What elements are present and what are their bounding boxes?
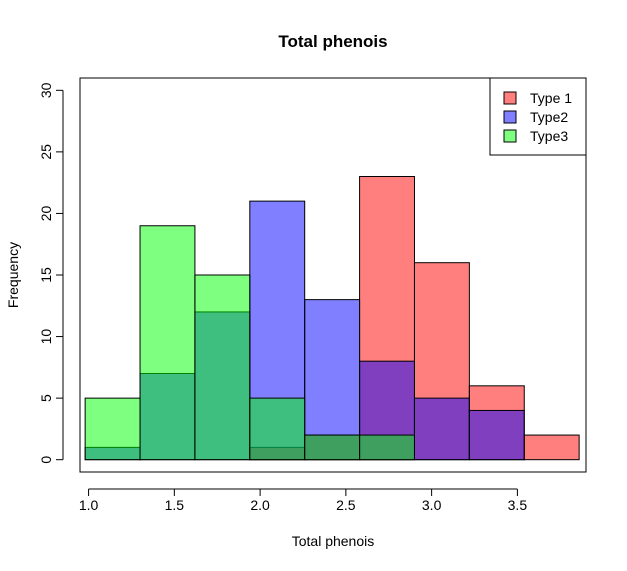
x-tick-label: 3.5 bbox=[508, 497, 528, 513]
legend-label: Type2 bbox=[530, 109, 568, 125]
y-tick-label: 30 bbox=[38, 82, 54, 98]
y-axis-label: Frequency bbox=[5, 242, 21, 308]
y-tick-label: 10 bbox=[38, 329, 54, 345]
bar-type2-bin-5 bbox=[304, 299, 361, 461]
x-tick-label: 1.5 bbox=[165, 497, 185, 513]
plot-frame bbox=[79, 77, 587, 473]
bar-type3-bin-4 bbox=[249, 397, 306, 461]
legend-label: Type3 bbox=[530, 128, 568, 144]
y-tick-label: 0 bbox=[38, 456, 54, 464]
legend-swatch bbox=[503, 129, 517, 143]
x-tick-label: 2.5 bbox=[336, 497, 356, 513]
x-tick-label: 1.0 bbox=[79, 497, 99, 513]
bar-type2-bin-8 bbox=[468, 409, 525, 461]
y-tick-label: 15 bbox=[38, 267, 54, 283]
x-tick-label: 3.0 bbox=[422, 497, 442, 513]
bar-type3-bin-1 bbox=[84, 397, 141, 461]
y-tick-label: 25 bbox=[38, 144, 54, 160]
chart-title: Total phenois bbox=[278, 32, 387, 51]
bar-type3-bin-6 bbox=[359, 434, 415, 461]
bar-type3-bin-2 bbox=[139, 225, 196, 461]
legend-label: Type 1 bbox=[530, 90, 572, 106]
bar-type3-bin-5 bbox=[304, 434, 361, 461]
legend-swatch bbox=[503, 91, 517, 105]
y-tick-label: 20 bbox=[38, 205, 54, 221]
bar-type2-bin-7 bbox=[413, 397, 470, 461]
bar-type3-bin-3 bbox=[194, 274, 251, 461]
axes-layer: 1.0 1.5 2.0 2.5 3.0 3.5 0 5 10 15 20 25 30 bbox=[38, 82, 527, 513]
bars-layer bbox=[84, 176, 580, 461]
legend: Type 1 Type2 Type3 bbox=[489, 77, 587, 156]
legend-swatch bbox=[503, 110, 517, 124]
x-tick-label: 2.0 bbox=[250, 497, 270, 513]
y-tick-label: 5 bbox=[38, 394, 54, 402]
x-axis-label: Total phenois bbox=[292, 533, 375, 549]
bar-type1-bin-9 bbox=[523, 434, 580, 461]
